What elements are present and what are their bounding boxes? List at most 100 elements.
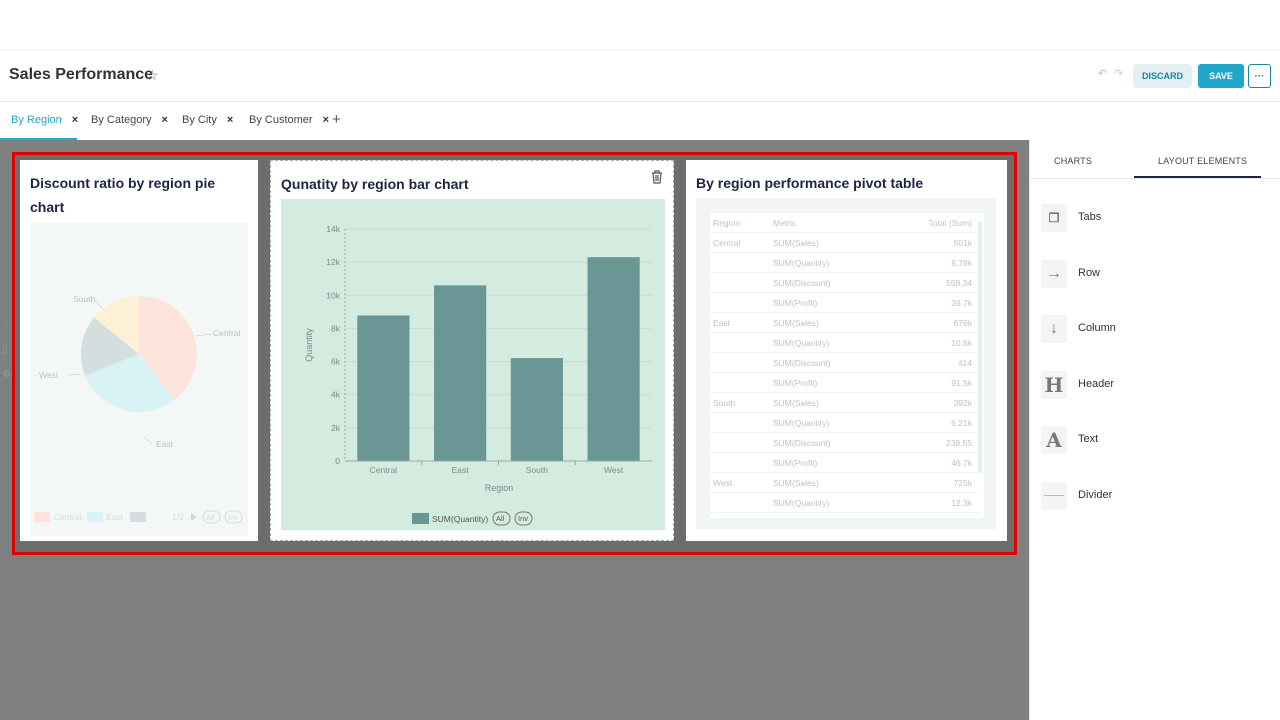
- y-tick-label: 8k: [331, 323, 341, 333]
- pie-slice-east[interactable]: [85, 354, 175, 412]
- pie-slice-west[interactable]: [81, 317, 139, 376]
- legend-label-east: East: [106, 512, 124, 522]
- close-icon[interactable]: ×: [322, 114, 330, 126]
- bar-central[interactable]: [357, 315, 410, 461]
- redo-icon[interactable]: ↷: [1114, 68, 1124, 80]
- gear-icon[interactable]: ⚙: [2, 369, 11, 380]
- trash-icon-svg: [652, 170, 662, 184]
- bar-chart-area: 0 2k 4k 6k 8k 10k 12k 14k Central East South West …: [281, 199, 665, 530]
- pivot-header-region: Region: [713, 218, 740, 228]
- pivot-cell-value: 725k: [953, 478, 972, 488]
- pivot-cell-metric: SUM(Sales): [773, 398, 819, 408]
- dashboard-tabs: By Region × By Category × By City × By Cust…: [0, 102, 1280, 140]
- bar-east[interactable]: [434, 285, 487, 461]
- pivot-cell-value: 10.6k: [951, 338, 972, 348]
- pivot-cell-value: 558.34: [946, 278, 972, 288]
- pie-slice-central[interactable]: [139, 296, 197, 400]
- pivot-cell-region: West: [713, 478, 733, 488]
- pivot-scrollbar[interactable]: [978, 221, 982, 473]
- y-axis-label: Quantity: [304, 328, 314, 362]
- y-tick-label: 10k: [326, 290, 340, 300]
- legend-inv-button[interactable]: [224, 510, 243, 524]
- tab-label: By City: [182, 114, 217, 126]
- pie-label-east: East: [156, 439, 174, 449]
- pivot-row: South SUM(Sales) 392k: [710, 393, 980, 413]
- pivot-cell-metric: SUM(Quantity): [773, 258, 830, 268]
- legend-next-icon[interactable]: [191, 513, 197, 521]
- y-tick-label: 14k: [326, 224, 340, 234]
- pivot-cell-metric: SUM(Discount): [773, 358, 831, 368]
- layout-item-divider[interactable]: Divider: [1041, 482, 1261, 510]
- pivot-cell-metric: SUM(Quantity): [773, 418, 830, 428]
- selected-row-outline: [12, 152, 1017, 555]
- tab-layout-elements[interactable]: LAYOUT ELEMENTS: [1158, 156, 1248, 166]
- pivot-cell-metric: SUM(Sales): [773, 318, 819, 328]
- add-tab-icon[interactable]: +: [332, 111, 341, 128]
- trash-icon[interactable]: [650, 169, 664, 185]
- header-icon: H: [1041, 371, 1067, 399]
- layout-item-label: Header: [1078, 378, 1115, 390]
- undo-icon[interactable]: ↶: [1098, 68, 1108, 80]
- trash-icon[interactable]: ▯: [2, 344, 8, 355]
- layout-item-row[interactable]: → Row: [1041, 260, 1261, 288]
- pivot-row: SUM(Profit) 46.7k: [710, 453, 980, 473]
- tab-charts[interactable]: CHARTS: [1054, 156, 1093, 166]
- pivot-row: SUM(Quantity) 6.21k: [710, 413, 980, 433]
- text-icon: A: [1041, 426, 1067, 454]
- y-tick-label: 4k: [331, 390, 341, 400]
- active-tab-indicator: [0, 138, 77, 140]
- pivot-header-row: Region Metric Total (Sum): [710, 213, 980, 233]
- bar-south[interactable]: [510, 358, 563, 461]
- layout-item-tabs[interactable]: ❐ Tabs: [1041, 204, 1261, 232]
- tab-label: By Customer: [249, 114, 313, 126]
- chart-title-line: chart: [30, 199, 65, 215]
- pie-chart-svg: Central East West South Central East 1/2: [34, 294, 243, 524]
- layout-item-header[interactable]: H Header: [1041, 371, 1261, 399]
- pie-chart-card[interactable]: Discount ratio by region pie chart Centr…: [20, 160, 258, 541]
- pivot-row: SUM(Quantity) 8.78k: [710, 253, 980, 273]
- legend-all-button[interactable]: [202, 510, 221, 524]
- pie-label-lines: [67, 299, 212, 445]
- save-button[interactable]: SAVE: [1198, 64, 1244, 88]
- favorite-star-icon[interactable]: ☆: [146, 67, 159, 83]
- legend-swatch-central: [34, 512, 50, 522]
- bar-west[interactable]: [587, 257, 640, 461]
- x-tick-label: West: [604, 465, 624, 475]
- pivot-row: West SUM(Sales) 725k: [710, 473, 980, 493]
- chart-title: By region performance pivot table: [696, 175, 924, 191]
- close-icon[interactable]: ×: [226, 114, 234, 126]
- bar-legend: SUM(Quantity) All Inv: [412, 511, 533, 526]
- pivot-cell-metric: SUM(Sales): [773, 478, 819, 488]
- layout-item-label: Tabs: [1078, 211, 1102, 223]
- tab-by-customer[interactable]: By Customer ×: [249, 114, 329, 126]
- pivot-row: SUM(Quantity) 12.3k: [710, 493, 980, 513]
- tab-by-city[interactable]: By City ×: [182, 114, 233, 126]
- y-tick-label: 2k: [331, 423, 341, 433]
- legend-inv-label: Inv: [518, 514, 528, 523]
- layout-item-column[interactable]: ↓ Column: [1041, 315, 1261, 343]
- tab-by-region[interactable]: By Region ×: [11, 114, 78, 126]
- legend-all-button[interactable]: [492, 511, 511, 526]
- bar-chart-card[interactable]: Qunatity by region bar chart 0 2k 4k 6k 8k 10…: [270, 160, 674, 541]
- pivot-cell-value: 46.7k: [951, 458, 972, 468]
- legend-inv-button[interactable]: [514, 511, 533, 526]
- pivot-row: SUM(Quantity) 10.6k: [710, 333, 980, 353]
- discard-button[interactable]: DISCARD: [1133, 64, 1192, 88]
- x-tick-label: East: [452, 465, 470, 475]
- pie-slices: [81, 296, 197, 412]
- dashboard-header: Sales Performance ☆ ↶ ↷ DISCARD SAVE ···: [0, 51, 1280, 102]
- top-navbar: [0, 0, 1280, 51]
- tab-by-category[interactable]: By Category ×: [91, 114, 168, 126]
- layout-item-text[interactable]: A Text: [1041, 426, 1261, 454]
- layout-item-label: Text: [1078, 433, 1099, 445]
- pivot-row: SUM(Discount) 414: [710, 353, 980, 373]
- close-icon[interactable]: ×: [71, 114, 79, 126]
- pivot-cell-value: 6.21k: [951, 418, 972, 428]
- more-options-button[interactable]: ···: [1248, 64, 1271, 88]
- pivot-cell-region: Central: [713, 238, 741, 248]
- x-tick-label: South: [526, 465, 548, 475]
- pie-slice-south[interactable]: [93, 296, 139, 354]
- close-icon[interactable]: ×: [161, 114, 168, 126]
- dashboard-title[interactable]: Sales Performance: [9, 66, 154, 83]
- pivot-cell-value: 414: [957, 358, 972, 368]
